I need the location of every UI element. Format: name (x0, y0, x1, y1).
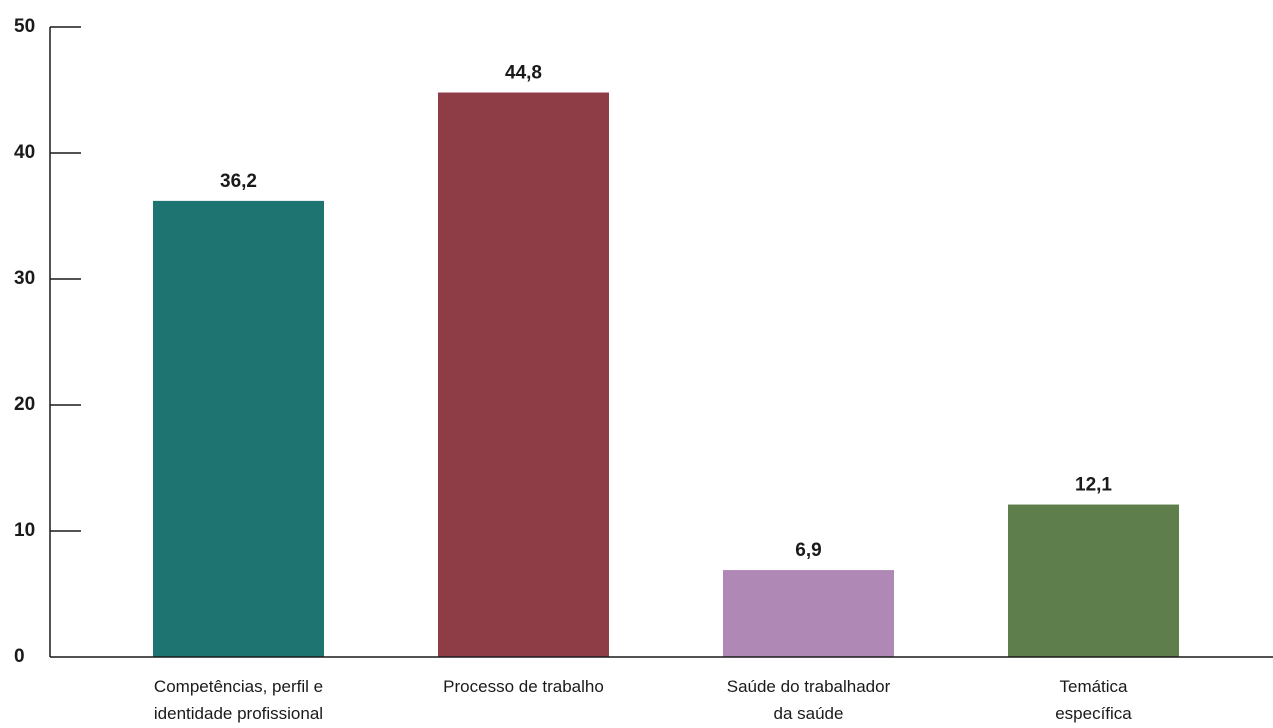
bar (438, 92, 609, 657)
x-category-label: Saúde do trabalhador (727, 677, 891, 696)
value-labels-group: 36,2 44,8 6,9 12,1 (220, 63, 1112, 562)
y-axis: 0 10 20 30 40 50 (14, 16, 81, 667)
x-category-label: Competências, perfil e (154, 677, 323, 696)
x-category-label: identidade profissional (154, 704, 323, 723)
y-tick-label: 20 (14, 394, 35, 415)
y-tick-label: 10 (14, 520, 35, 541)
y-tick-label: 50 (14, 16, 35, 37)
x-category-label: Temática (1059, 677, 1128, 696)
bar (1008, 504, 1179, 657)
x-category-label: Processo de trabalho (443, 677, 604, 696)
data-label: 44,8 (505, 63, 542, 84)
bars-group (153, 92, 1179, 657)
x-category-label: específica (1055, 704, 1132, 723)
category-labels-group: Competências, perfil e identidade profiss… (154, 677, 1132, 723)
y-tick-label: 40 (14, 142, 35, 163)
data-label: 12,1 (1075, 475, 1112, 496)
bar (723, 570, 894, 657)
y-tick-label: 30 (14, 268, 35, 289)
y-tick-label: 0 (14, 646, 25, 667)
x-category-label: da saúde (774, 704, 844, 723)
data-label: 36,2 (220, 171, 257, 192)
bar (153, 200, 324, 657)
data-label: 6,9 (795, 540, 821, 561)
